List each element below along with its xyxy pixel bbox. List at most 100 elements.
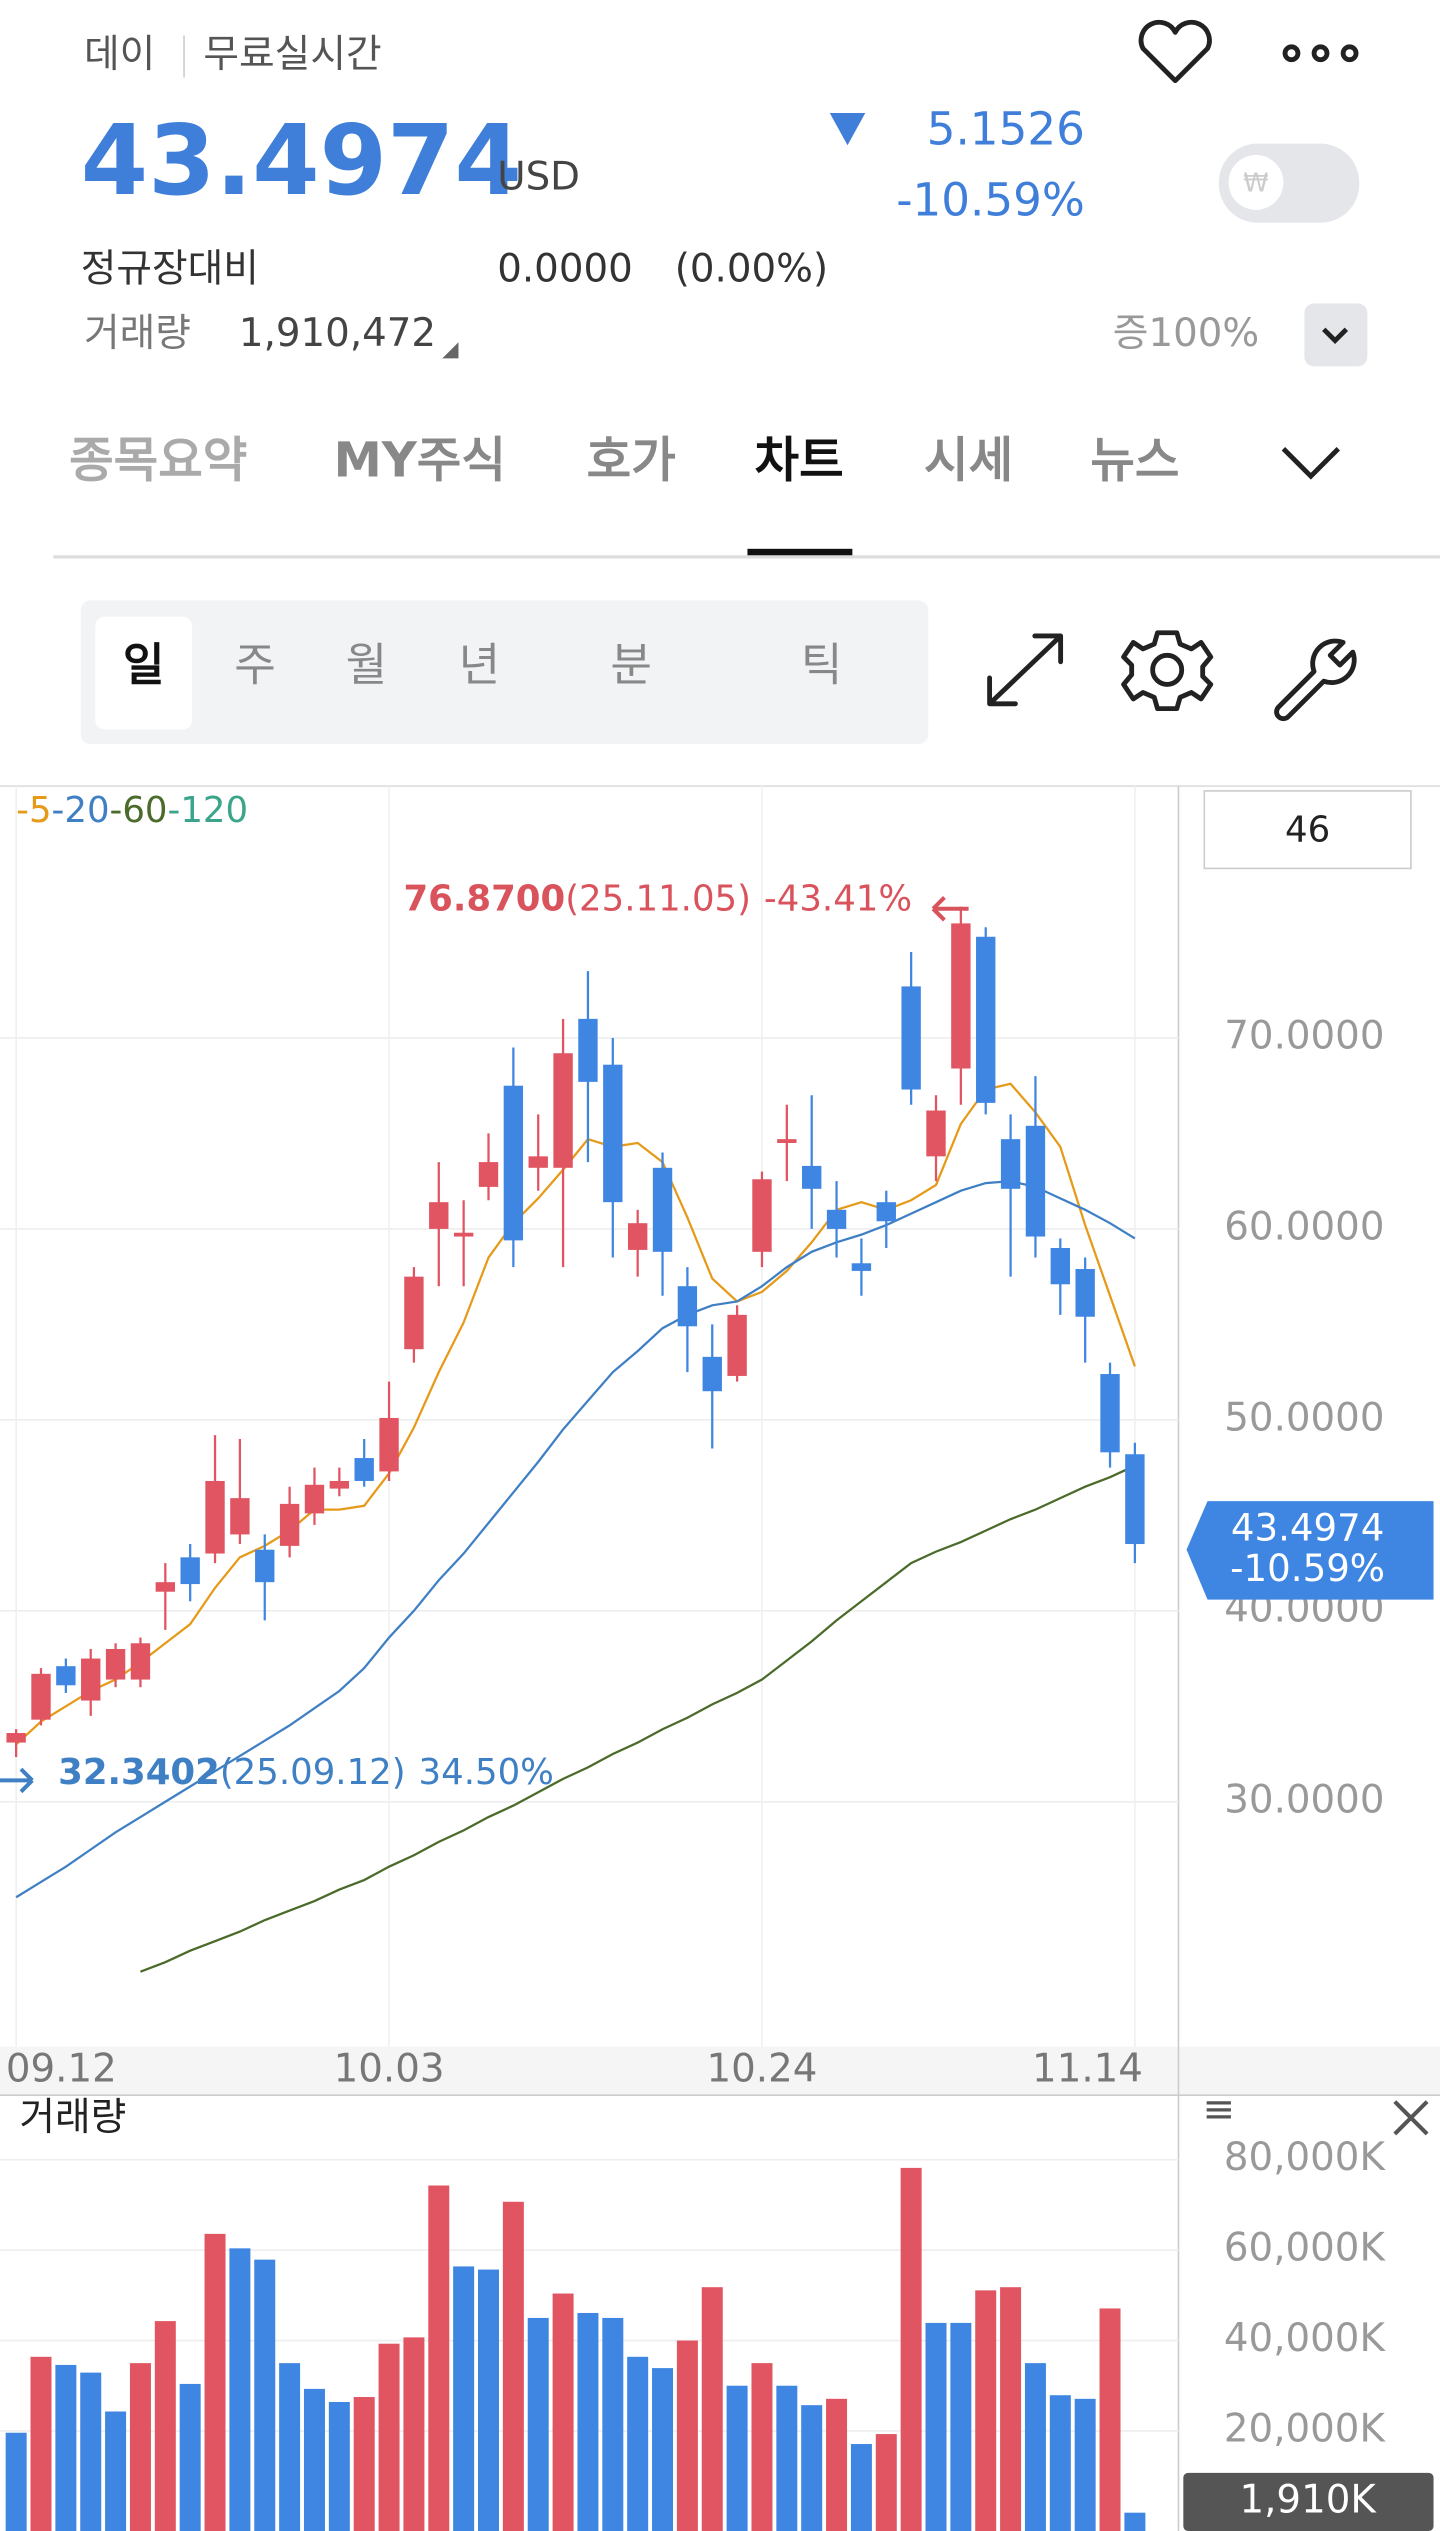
- period-option[interactable]: 월: [346, 638, 388, 691]
- candle-body: [702, 1356, 722, 1392]
- ma-legend-item: -5: [16, 790, 51, 831]
- volume-bar: [428, 2185, 450, 2531]
- ma-legend: -5-20-60-120: [16, 790, 248, 831]
- volume-bar: [55, 2364, 77, 2531]
- close-icon[interactable]: [1393, 2100, 1429, 2136]
- candle-body: [1000, 1139, 1021, 1189]
- toggle-knob: [1228, 154, 1284, 210]
- candle-body: [926, 1110, 946, 1157]
- moving-average: [15, 1082, 1136, 1746]
- candle-body: [528, 1156, 548, 1168]
- volume-bar: [378, 2343, 400, 2531]
- y-tick-label: 30.0000: [1224, 1777, 1384, 1822]
- volume-bar: [950, 2322, 972, 2531]
- volume-bar: [875, 2434, 897, 2531]
- candle-body: [1025, 1125, 1046, 1237]
- candle-body: [230, 1498, 250, 1535]
- ma-legend-item: -60: [110, 790, 168, 831]
- volume-bar: [1024, 2363, 1046, 2531]
- volume-bar: [826, 2398, 848, 2531]
- volume-bar: [353, 2397, 375, 2531]
- period-option[interactable]: 년: [459, 638, 501, 691]
- candle-body: [976, 936, 996, 1103]
- volume-bar: [900, 2167, 922, 2531]
- candle-body: [130, 1643, 151, 1680]
- expand-button[interactable]: [1304, 303, 1368, 367]
- tab-underline: [747, 548, 853, 559]
- candle-count: 46: [1285, 809, 1330, 850]
- candle-body: [304, 1484, 325, 1514]
- more-icon[interactable]: [1282, 44, 1359, 63]
- volume-bar: [403, 2337, 425, 2531]
- volume-bar: [478, 2269, 499, 2531]
- period-option[interactable]: 주: [234, 638, 276, 691]
- candle-body: [876, 1202, 896, 1222]
- price: 43.4974: [81, 104, 522, 217]
- compare-label: 정규장대비: [81, 247, 259, 292]
- candle-body: [31, 1673, 51, 1720]
- candle-body: [255, 1549, 275, 1583]
- candle-body: [1050, 1248, 1070, 1285]
- candle-body: [6, 1733, 26, 1743]
- currency: USD: [497, 155, 580, 200]
- count-box[interactable]: [1203, 790, 1412, 870]
- plot: 30.000040.000050.000060.000070.000009.12…: [0, 786, 1434, 2531]
- down-arrow: [829, 112, 866, 146]
- volume-bar: [1099, 2308, 1121, 2531]
- volume-bar: [30, 2356, 52, 2531]
- x-tick-label: 10.24: [707, 2046, 818, 2091]
- volume-tick-label: 40,000K: [1224, 2316, 1387, 2361]
- tools-icon[interactable]: [1274, 638, 1357, 722]
- current-volume-box: [1183, 2472, 1434, 2531]
- candle-body: [851, 1263, 872, 1271]
- volume-bar: [527, 2317, 549, 2531]
- low-value: 32.3402: [58, 1752, 220, 1793]
- period-active: [95, 616, 193, 730]
- candle-body: [429, 1202, 449, 1229]
- settings-icon[interactable]: [1121, 630, 1214, 712]
- tab[interactable]: 호가: [587, 432, 676, 488]
- candle-body: [627, 1223, 648, 1250]
- volume-bar: [80, 2372, 102, 2531]
- compare-value: 0.0000: [497, 247, 633, 292]
- candle-body: [105, 1649, 126, 1680]
- volume-bar: [453, 2266, 475, 2531]
- volume-bar: [1000, 2287, 1022, 2531]
- x-axis-strip: [0, 2046, 1440, 2096]
- tab[interactable]: MY주식: [334, 432, 506, 488]
- ma-legend-item: -20: [52, 790, 110, 831]
- volume-bar: [204, 2233, 226, 2531]
- tab[interactable]: 차트: [755, 432, 844, 488]
- volume-bar: [925, 2322, 947, 2531]
- candle-body: [553, 1053, 573, 1168]
- tab[interactable]: 종목요약: [69, 432, 247, 488]
- period-option[interactable]: 틱: [801, 638, 843, 691]
- candle-body: [155, 1582, 175, 1592]
- expand-icon: [1322, 327, 1349, 345]
- period-option[interactable]: 분: [610, 638, 652, 691]
- volume-bar: [179, 2383, 201, 2531]
- volume-bar: [303, 2388, 325, 2531]
- candle-body: [180, 1557, 200, 1585]
- candle-body: [1125, 1454, 1145, 1545]
- tab[interactable]: 뉴스: [1090, 432, 1179, 488]
- volume-bar: [701, 2287, 723, 2531]
- tab-more[interactable]: [1281, 447, 1341, 480]
- menu-icon[interactable]: ≡: [1203, 2087, 1235, 2132]
- candle-body: [56, 1666, 76, 1686]
- fullscreen-icon[interactable]: [987, 633, 1064, 707]
- volume-bar: [627, 2356, 649, 2531]
- change-pct: -10.59%: [896, 173, 1085, 226]
- volume-bar: [577, 2312, 599, 2531]
- tab[interactable]: 시세: [924, 432, 1013, 488]
- high-date: (25.11.05): [565, 879, 751, 920]
- favorite-icon[interactable]: [1138, 19, 1212, 84]
- volume-bar: [1049, 2395, 1071, 2531]
- volume-bar: [279, 2363, 301, 2531]
- candle-body: [677, 1286, 698, 1327]
- period-option[interactable]: 일: [123, 638, 165, 691]
- period-selector: [80, 600, 929, 745]
- volume-bar: [105, 2411, 127, 2531]
